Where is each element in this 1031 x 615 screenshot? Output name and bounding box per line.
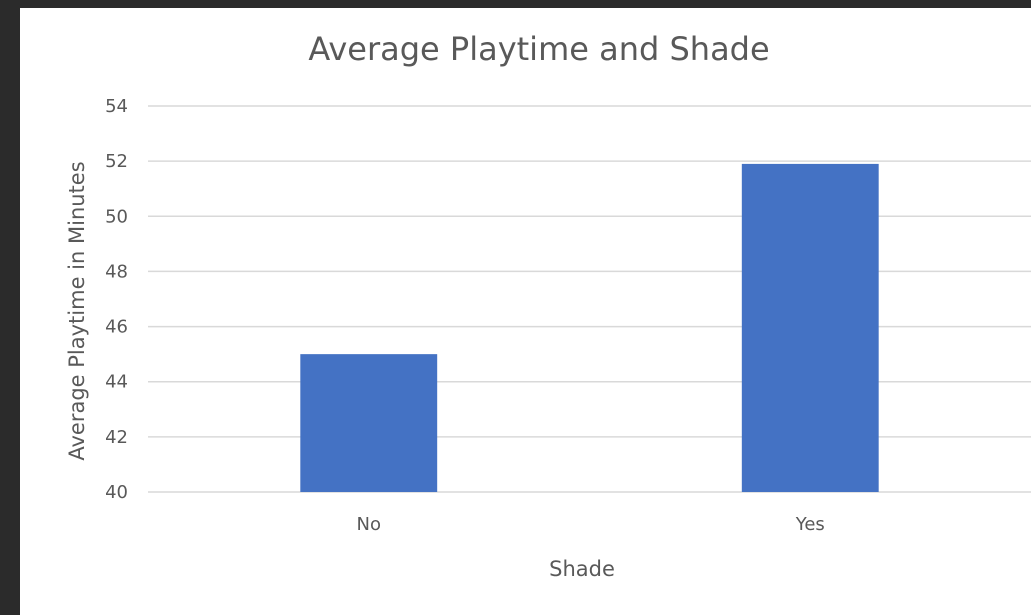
chart-title: Average Playtime and Shade (308, 30, 769, 68)
x-tick-label: No (357, 514, 381, 535)
x-tick-label: Yes (795, 514, 825, 535)
y-tick-label: 48 (105, 261, 128, 282)
x-axis-ticks: No Yes (357, 514, 825, 535)
bar-chart: Average Playtime and Shade 40 42 44 46 48 50 5… (20, 8, 1031, 615)
y-tick-label: 44 (105, 372, 128, 393)
bar (300, 354, 437, 492)
y-tick-label: 50 (105, 206, 128, 227)
bar (742, 164, 879, 492)
x-axis-label: Shade (549, 557, 615, 581)
bars (300, 164, 878, 492)
gridlines (148, 106, 1031, 492)
y-axis-label: Average Playtime in Minutes (65, 161, 89, 460)
chart-panel: Average Playtime and Shade 40 42 44 46 48 50 5… (20, 8, 1031, 615)
y-tick-label: 52 (105, 151, 128, 172)
y-tick-label: 42 (105, 427, 128, 448)
y-tick-label: 40 (105, 482, 128, 503)
y-tick-label: 54 (105, 96, 128, 117)
y-tick-label: 46 (105, 317, 128, 338)
y-axis-ticks: 40 42 44 46 48 50 52 54 (105, 96, 128, 503)
